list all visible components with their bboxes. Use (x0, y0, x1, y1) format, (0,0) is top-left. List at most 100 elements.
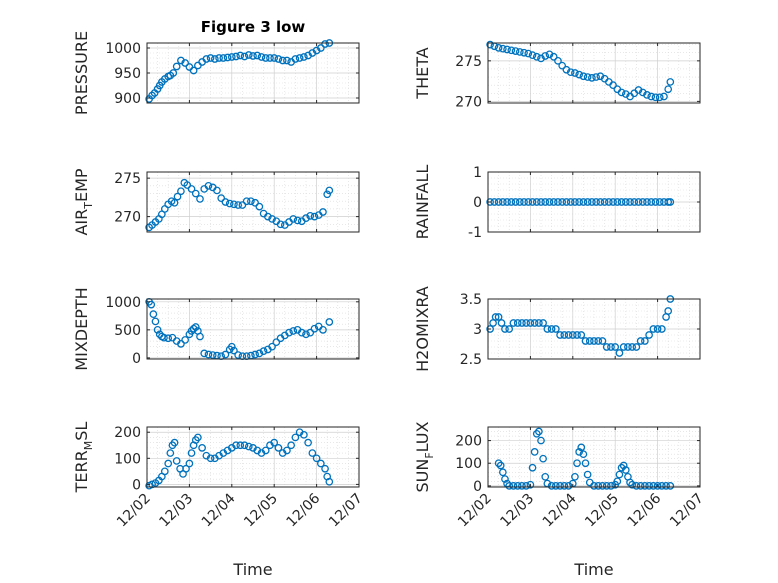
data-point (505, 325, 514, 333)
y-tick-label: 2.5 (460, 352, 482, 368)
chart-theta: 270 275 THETA (413, 40, 701, 110)
data-point (560, 331, 569, 339)
data-point (607, 482, 615, 490)
data-point (607, 343, 615, 351)
data-point (556, 482, 564, 490)
data-point (571, 69, 579, 77)
data-point (579, 198, 588, 206)
y-axis-label: RAINFALL (413, 165, 432, 240)
tick-marks (487, 427, 701, 487)
data-point (263, 212, 272, 221)
data-point (278, 56, 287, 65)
chart-terr_msl: 0 100 200 12/02 12/03 12/04 12/05 12/06 12/07 TER… (72, 422, 366, 579)
x-tick-label: 12/02 (114, 491, 154, 531)
data-point (577, 331, 586, 339)
tick-marks (487, 298, 701, 360)
y-tick-label: 0 (473, 479, 482, 495)
data-point (302, 214, 310, 223)
data-point (300, 53, 308, 61)
y-tick-label: 200 (114, 425, 141, 441)
data-point (494, 198, 503, 206)
tick-marks (146, 43, 360, 103)
data-point (532, 52, 541, 61)
data-point (319, 208, 327, 216)
x-axis-label: Time (232, 560, 272, 579)
data-point (662, 482, 670, 490)
axes-box (146, 171, 360, 233)
chart-pressure: 900 950 1000 PRESSURE Figure 3 low (72, 18, 360, 115)
data-point (302, 330, 310, 339)
data-point (181, 336, 190, 344)
tick-marks (146, 172, 360, 232)
data-point (634, 198, 643, 206)
data-point (274, 444, 283, 452)
data-point (289, 327, 298, 335)
data-point (321, 464, 329, 473)
tick-marks (146, 299, 360, 359)
data-point (554, 198, 562, 206)
data-point (624, 343, 632, 351)
data-point (592, 73, 600, 81)
data-point (308, 449, 317, 457)
data-point (524, 49, 533, 58)
data-point (647, 92, 656, 101)
data-point (530, 448, 539, 456)
x-tick-label: 12/03 (497, 491, 537, 531)
data-point (655, 198, 664, 206)
y-tick-label: 100 (455, 456, 482, 472)
data-point (573, 459, 581, 468)
data-point (191, 323, 200, 331)
data-point (630, 198, 639, 206)
data-point (490, 198, 499, 206)
x-tick-label: 12/06 (625, 490, 665, 530)
data-point (486, 40, 494, 49)
data-point (204, 181, 213, 190)
data-point (526, 480, 535, 489)
data-point (276, 220, 285, 229)
data-point (617, 463, 626, 472)
data-point (537, 198, 545, 206)
data-point (575, 448, 584, 456)
data-point (541, 52, 550, 60)
data-point (306, 211, 315, 220)
data-point (520, 48, 528, 57)
data-point (628, 480, 637, 489)
y-tick-label: 0 (473, 195, 482, 211)
data-point (592, 198, 600, 206)
data-point (530, 319, 539, 327)
data-point (626, 198, 634, 206)
y-tick-label: 0 (132, 477, 141, 493)
series (145, 39, 334, 103)
data-point (577, 443, 586, 452)
data-point (232, 52, 240, 61)
y-axis-label: TERRMSL (72, 422, 95, 494)
data-point (513, 482, 522, 490)
data-point (151, 317, 160, 326)
minor-grid (147, 427, 359, 487)
chart-air_temp: 270 275 AIRTEMP (72, 168, 360, 236)
data-point (509, 319, 518, 327)
data-point (240, 52, 249, 61)
data-point (153, 325, 162, 334)
data-point (547, 325, 556, 333)
data-point (501, 475, 509, 483)
y-tick-label: 270 (455, 94, 482, 110)
data-point (244, 442, 253, 451)
data-point (272, 338, 281, 347)
series (494, 427, 675, 490)
y-tick-label: 270 (114, 210, 141, 226)
data-point (221, 198, 230, 206)
data-point (619, 343, 628, 351)
y-tick-label: 3.5 (460, 292, 482, 308)
data-point (242, 197, 251, 206)
data-point (230, 346, 238, 355)
data-point (628, 343, 637, 351)
data-point (321, 40, 329, 48)
data-point (204, 350, 213, 359)
data-point (164, 459, 173, 468)
y-tick-label: 950 (114, 66, 141, 82)
data-point (643, 91, 651, 99)
minor-grid (488, 427, 700, 487)
data-point (528, 463, 537, 472)
data-point (234, 351, 243, 359)
